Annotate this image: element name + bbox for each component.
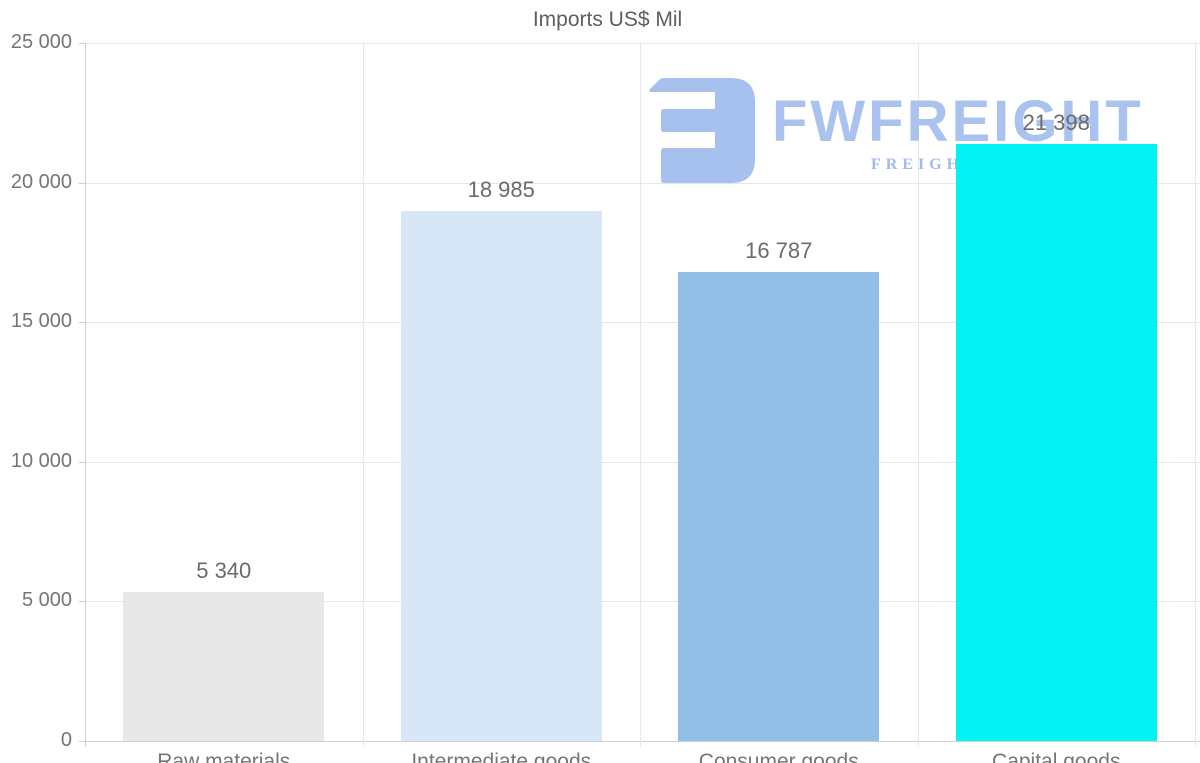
- x-axis-category-label: Raw materials: [157, 750, 291, 763]
- bar-intermediate-goods[interactable]: [400, 210, 602, 741]
- bar-value-label: 18 985: [467, 176, 535, 202]
- x-axis-baseline: [85, 741, 1200, 742]
- y-axis-label: 15 000: [10, 310, 72, 333]
- bar-value-label: 21 398: [1022, 109, 1090, 135]
- bar-consumer-goods[interactable]: [678, 272, 880, 741]
- gridline-horizontal: [85, 182, 1200, 184]
- x-axis-category-label: Consumer goods: [698, 750, 859, 763]
- y-axis-label: 10 000: [10, 449, 72, 472]
- y-axis-label: 5 000: [21, 589, 72, 612]
- gridline-vertical: [917, 43, 919, 747]
- y-axis-label: 25 000: [10, 31, 72, 53]
- bar-value-label: 5 340: [196, 557, 252, 583]
- y-axis-tick: [79, 601, 85, 603]
- gridline-horizontal: [85, 43, 1200, 44]
- gridline-horizontal: [85, 322, 1200, 324]
- chart-title: Imports US$ Mil: [532, 8, 683, 31]
- y-axis-tick: [79, 741, 85, 742]
- y-axis-tick: [79, 322, 85, 324]
- gridline-vertical: [362, 43, 364, 747]
- y-axis-line: [85, 43, 86, 747]
- y-axis-tick: [79, 182, 85, 184]
- bar-capital-goods[interactable]: [955, 143, 1157, 741]
- fwfreight-logo-icon: [649, 78, 755, 183]
- y-axis-label: 0: [60, 729, 72, 751]
- y-axis-tick: [79, 461, 85, 463]
- y-axis-label: 20 000: [10, 170, 72, 193]
- watermark-subtitle: FREIGHT: [871, 156, 980, 173]
- y-axis-tick: [79, 43, 85, 44]
- bar-value-label: 16 787: [745, 238, 813, 264]
- gridline-vertical: [1195, 43, 1196, 747]
- x-axis-category-label: Capital goods: [992, 750, 1121, 763]
- gridline-horizontal: [85, 461, 1200, 463]
- gridline-horizontal: [85, 601, 1200, 603]
- gridline-vertical: [640, 43, 641, 747]
- watermark-wordmark: FWFREIGHT: [772, 89, 1144, 154]
- x-axis-category-label: Intermediate goods: [411, 750, 592, 763]
- bar-raw-materials[interactable]: [123, 591, 325, 741]
